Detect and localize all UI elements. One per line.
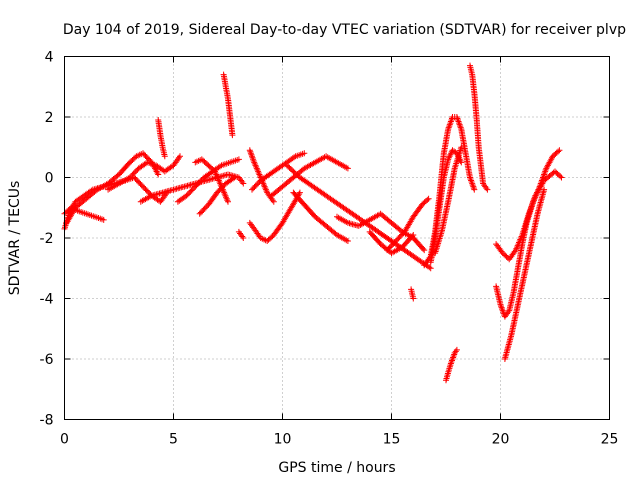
data-point	[557, 173, 564, 180]
y-axis-label: SDTVAR / TECUs	[7, 181, 23, 296]
data-series-arc-21	[408, 286, 417, 302]
data-point	[225, 198, 231, 205]
data-point	[507, 254, 514, 261]
y-tick-label: 4	[45, 50, 54, 66]
data-point	[155, 171, 162, 178]
data-point	[421, 247, 428, 254]
data-point	[301, 150, 308, 157]
data-series-arc-06	[155, 117, 168, 160]
data-point	[410, 232, 417, 238]
data-point	[270, 198, 277, 205]
data-point	[240, 180, 247, 187]
data-series-arc-25	[443, 346, 460, 384]
data-point	[426, 264, 433, 271]
y-tick-label: -6	[40, 352, 54, 368]
data-point	[556, 147, 563, 154]
data-point	[229, 132, 236, 139]
x-tick-label: 15	[383, 432, 401, 448]
x-tick-label: 20	[492, 432, 510, 448]
data-series-arc-14	[249, 150, 308, 193]
y-tick-label: -8	[40, 413, 54, 429]
data-point	[471, 186, 478, 193]
data-series-arc-03	[63, 150, 162, 226]
y-tick-label: 2	[45, 110, 54, 126]
data-point	[424, 196, 431, 203]
data-series-arc-26	[467, 62, 491, 193]
data-point	[240, 235, 247, 241]
data-point	[409, 233, 416, 240]
data-point	[235, 156, 242, 163]
data-point	[484, 186, 491, 193]
data-point	[427, 265, 434, 272]
data-series-arc-20	[384, 195, 432, 254]
data-point	[541, 186, 548, 193]
x-axis-label: GPS time / hours	[278, 460, 395, 476]
data-series-arc-24	[432, 144, 465, 257]
data-series-arc-07	[174, 156, 242, 205]
data-series-arc-17	[290, 189, 351, 244]
data-series-arc-04	[105, 153, 183, 193]
data-point	[296, 189, 303, 196]
data-series-arc-09	[220, 71, 236, 139]
data-point	[410, 295, 417, 302]
x-tick-label: 0	[60, 432, 69, 448]
data-series-arc-23	[427, 147, 465, 266]
data-point	[558, 174, 565, 181]
data-points	[61, 62, 565, 384]
data-series-arc-29	[501, 186, 548, 362]
x-tick-label: 5	[169, 432, 178, 448]
y-tick-label: -2	[40, 231, 54, 247]
y-tick-label: -4	[40, 292, 54, 308]
data-point	[231, 174, 238, 181]
data-point	[458, 144, 465, 151]
data-series-arc-28	[493, 168, 565, 263]
data-point	[177, 153, 183, 160]
data-series-arc-15	[268, 153, 351, 199]
data-series-arc-08	[192, 156, 231, 205]
data-point	[555, 148, 562, 155]
y-tick-label: 0	[45, 171, 54, 187]
data-point	[344, 238, 351, 244]
data-point	[100, 216, 107, 223]
data-point	[453, 346, 460, 353]
chart-title: Day 104 of 2019, Sidereal Day-to-day VTE…	[63, 22, 626, 38]
data-point	[425, 195, 432, 202]
plot-frame	[64, 56, 610, 420]
data-point	[161, 153, 168, 160]
data-point	[420, 245, 427, 252]
data-point	[344, 165, 351, 172]
x-tick-label: 10	[274, 432, 292, 448]
x-tick-label: 25	[601, 432, 619, 448]
data-series-arc-13	[246, 189, 303, 244]
data-point	[230, 175, 237, 182]
data-series-arc-10	[196, 174, 238, 217]
data-series-arc-11	[235, 228, 247, 241]
